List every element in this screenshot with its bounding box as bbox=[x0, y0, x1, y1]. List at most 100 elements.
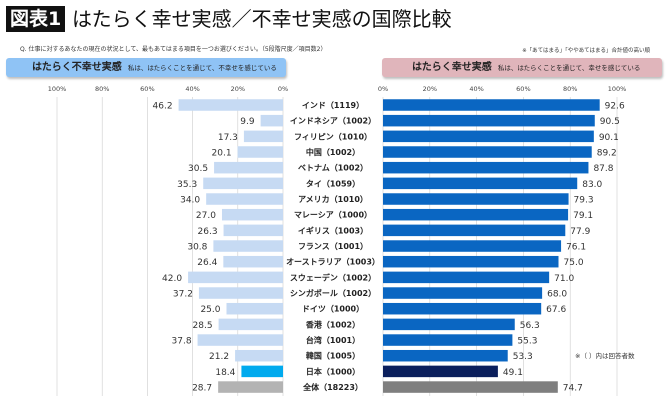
value-label-unhappy: 42.0 bbox=[162, 274, 182, 284]
tick-label-right: 0% bbox=[378, 85, 388, 93]
category-label: 韓国（1005） bbox=[306, 351, 360, 361]
value-label-happy: 67.6 bbox=[546, 305, 566, 315]
value-label-happy: 49.1 bbox=[503, 368, 523, 378]
happy-subtitle: 私は、はたらくことを通じて、幸せを感じている bbox=[497, 64, 641, 72]
value-label-happy: 53.3 bbox=[513, 352, 533, 362]
bar-happy bbox=[383, 381, 558, 393]
bar-unhappy bbox=[214, 161, 283, 174]
value-label-happy: 76.1 bbox=[566, 243, 586, 253]
value-label-unhappy: 27.0 bbox=[196, 211, 216, 221]
bar-happy bbox=[383, 287, 543, 299]
category-label: フィリピン（1010） bbox=[294, 131, 372, 141]
category-label: 台湾（1001） bbox=[306, 335, 360, 345]
tick-label-left: 40% bbox=[185, 85, 199, 93]
bar-happy bbox=[383, 130, 594, 143]
value-label-happy: 90.5 bbox=[600, 117, 620, 127]
bar-unhappy bbox=[218, 318, 283, 331]
value-label-happy: 90.1 bbox=[599, 133, 619, 143]
bar-unhappy bbox=[235, 349, 283, 362]
bar-unhappy bbox=[213, 240, 283, 252]
category-label: 日本（1000） bbox=[306, 366, 360, 376]
bar-happy bbox=[383, 302, 542, 315]
bar-unhappy bbox=[260, 114, 283, 127]
value-label-unhappy: 25.0 bbox=[200, 305, 220, 315]
category-label: 全体（18223） bbox=[302, 382, 363, 392]
bar-happy bbox=[383, 224, 566, 237]
bar-happy bbox=[383, 349, 508, 362]
tick-label-left: 0% bbox=[278, 85, 288, 93]
category-label: イギリス（1003） bbox=[298, 225, 368, 235]
bar-happy bbox=[383, 146, 592, 158]
bar-happy bbox=[383, 193, 569, 205]
value-label-unhappy: 17.3 bbox=[218, 133, 238, 143]
page-title: はたらく幸せ実感／不幸せ実感の国際比較 bbox=[72, 7, 452, 31]
bar-unhappy bbox=[188, 271, 283, 284]
bar-happy bbox=[383, 114, 595, 127]
bar-happy bbox=[383, 334, 513, 346]
bar-unhappy bbox=[237, 146, 283, 158]
value-label-happy: 79.3 bbox=[574, 196, 594, 206]
happy-title: はたらく幸せ実感 bbox=[412, 62, 492, 73]
bar-unhappy bbox=[203, 177, 283, 190]
unhappy-subtitle: 私は、はたらくことを通じて、不幸せを感じている bbox=[127, 64, 277, 72]
value-label-unhappy: 35.3 bbox=[177, 180, 197, 190]
bar-unhappy bbox=[226, 302, 283, 315]
bar-happy bbox=[383, 177, 578, 190]
tick-label-left: 100% bbox=[48, 85, 67, 93]
unhappy-header: はたらく不幸せ実感 私は、はたらくことを通じて、不幸せを感じている bbox=[6, 58, 286, 77]
value-label-happy: 92.6 bbox=[605, 102, 625, 112]
bar-unhappy bbox=[223, 224, 283, 237]
value-label-unhappy: 30.8 bbox=[187, 243, 207, 253]
value-label-unhappy: 37.2 bbox=[173, 290, 193, 300]
category-label: シンガポール（1002） bbox=[290, 288, 376, 298]
bar-unhappy bbox=[197, 334, 283, 346]
value-label-happy: 87.8 bbox=[593, 164, 613, 174]
category-label: インドネシア（1002） bbox=[290, 116, 376, 126]
happy-header: はたらく幸せ実感 私は、はたらくことを通じて、幸せを感じている bbox=[382, 58, 662, 77]
tick-label-left: 80% bbox=[95, 85, 109, 93]
value-label-unhappy: 9.9 bbox=[240, 117, 255, 127]
tick-label-right: 100% bbox=[608, 85, 627, 93]
bar-happy bbox=[383, 161, 589, 174]
footnote: ※（ ）内は回答者数 bbox=[575, 351, 635, 360]
category-label: オーストラリア（1003） bbox=[286, 257, 380, 267]
value-label-happy: 68.0 bbox=[547, 290, 567, 300]
category-label: スウェーデン（1002） bbox=[290, 272, 376, 282]
value-label-unhappy: 28.5 bbox=[193, 321, 213, 331]
value-label-unhappy: 26.4 bbox=[197, 258, 217, 268]
bar-happy bbox=[383, 271, 550, 284]
bar-happy bbox=[383, 318, 515, 331]
category-label: ドイツ（1000） bbox=[302, 304, 364, 314]
sort-note: ※「あてはまる」「ややあてはまる」合計値の高い順 bbox=[522, 48, 650, 54]
category-label: 中国（1002） bbox=[306, 147, 360, 157]
category-label: フランス（1001） bbox=[298, 241, 368, 251]
value-label-happy: 89.2 bbox=[597, 149, 617, 159]
bar-unhappy bbox=[243, 130, 283, 143]
tick-label-right: 80% bbox=[563, 85, 577, 93]
bar-happy bbox=[383, 240, 562, 252]
question-text: Q. 仕事に対するあなたの現在の状況として、最もあてはまる項目を一つお選びくださ… bbox=[20, 46, 327, 53]
value-label-unhappy: 34.0 bbox=[180, 196, 200, 206]
bar-happy bbox=[383, 99, 600, 111]
tick-label-left: 20% bbox=[231, 85, 245, 93]
unhappy-title: はたらく不幸せ実感 bbox=[32, 62, 122, 73]
figure-label: 図表1 bbox=[6, 6, 66, 32]
value-label-happy: 77.9 bbox=[570, 227, 590, 237]
value-label-unhappy: 37.8 bbox=[172, 337, 192, 347]
value-label-happy: 79.1 bbox=[573, 211, 593, 221]
bar-unhappy bbox=[221, 208, 283, 221]
value-label-unhappy: 21.2 bbox=[209, 352, 229, 362]
value-label-unhappy: 28.7 bbox=[192, 384, 212, 394]
bar-happy bbox=[383, 255, 559, 268]
bar-happy bbox=[383, 208, 569, 221]
value-label-unhappy: 30.5 bbox=[188, 164, 208, 174]
category-label: ベトナム（1002） bbox=[298, 163, 368, 173]
tick-label-right: 60% bbox=[516, 85, 530, 93]
value-label-happy: 56.3 bbox=[520, 321, 540, 331]
bar-unhappy bbox=[218, 381, 283, 393]
value-label-happy: 74.7 bbox=[563, 384, 583, 394]
value-label-happy: 83.0 bbox=[582, 180, 602, 190]
category-label: 香港（1002） bbox=[305, 319, 360, 329]
bar-unhappy bbox=[223, 255, 283, 268]
